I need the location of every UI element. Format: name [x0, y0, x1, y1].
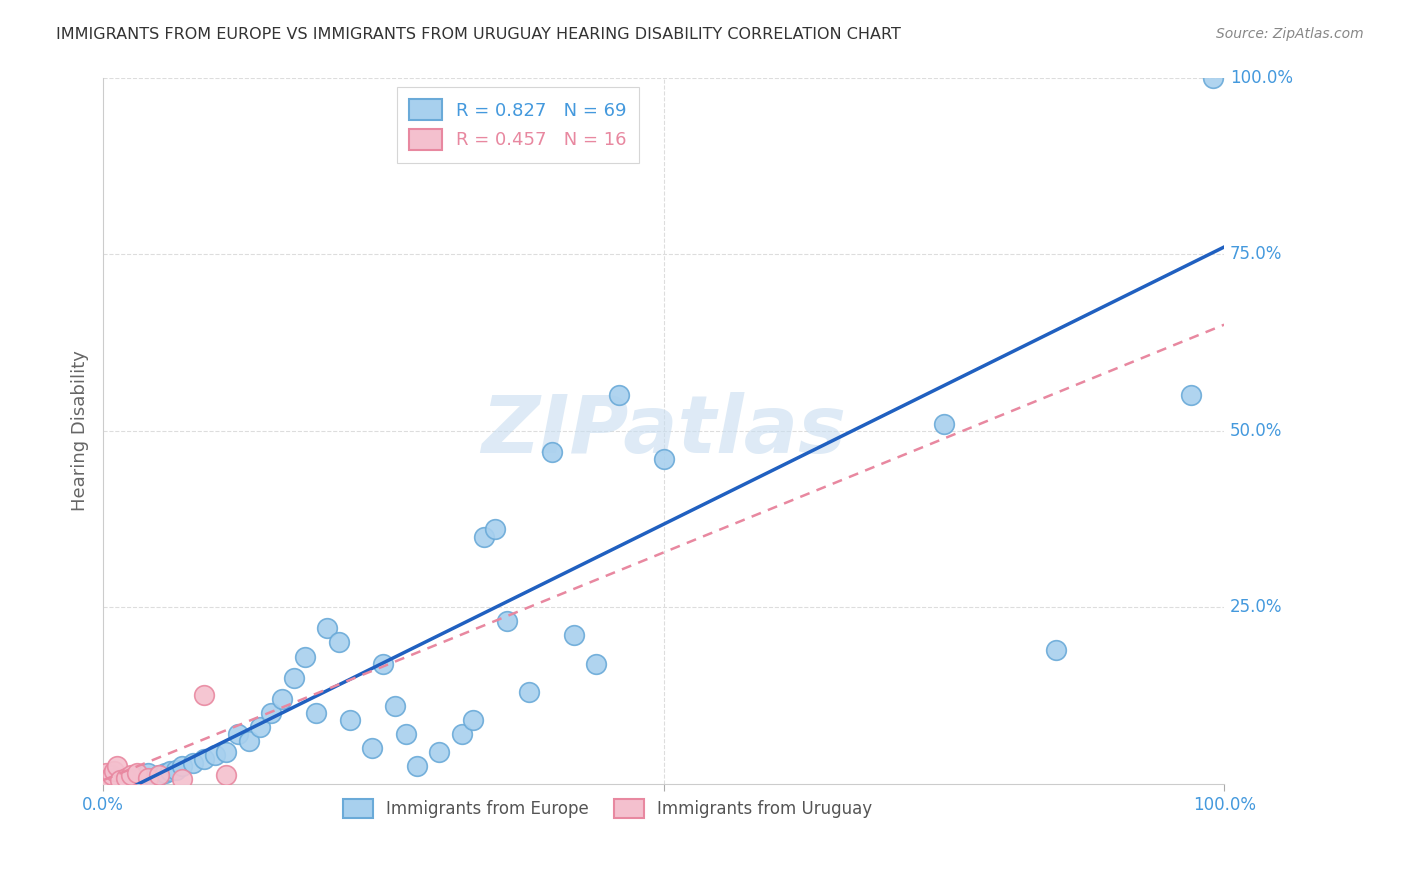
Point: [93, 773, 115, 788]
Point: [94, 774, 117, 789]
Point: [108, 773, 131, 788]
Point: [652, 451, 675, 466]
Point: [120, 768, 142, 782]
Point: [131, 770, 153, 784]
Point: [1045, 642, 1067, 657]
Point: [105, 759, 128, 773]
Point: [108, 772, 131, 787]
Point: [170, 759, 193, 773]
Point: [193, 752, 215, 766]
Text: 50.0%: 50.0%: [1230, 422, 1282, 440]
Point: [361, 741, 384, 756]
Point: [607, 388, 630, 402]
Point: [585, 657, 607, 671]
Text: 25.0%: 25.0%: [1230, 599, 1282, 616]
Point: [148, 768, 170, 782]
Text: ZIPatlas: ZIPatlas: [481, 392, 846, 469]
Y-axis label: Hearing Disability: Hearing Disability: [72, 351, 89, 511]
Point: [103, 774, 125, 789]
Point: [120, 772, 142, 787]
Point: [153, 766, 176, 780]
Point: [125, 766, 148, 780]
Point: [165, 763, 187, 777]
Text: 100.0%: 100.0%: [1230, 69, 1292, 87]
Point: [1180, 388, 1202, 402]
Point: [142, 771, 165, 785]
Point: [103, 764, 125, 778]
Point: [115, 773, 138, 788]
Point: [148, 768, 170, 782]
Point: [294, 649, 316, 664]
Point: [112, 773, 135, 788]
Point: [384, 699, 406, 714]
Point: [97, 773, 120, 788]
Point: [97, 773, 120, 788]
Point: [96, 773, 118, 788]
Point: [98, 774, 121, 789]
Point: [215, 768, 238, 782]
Point: [101, 773, 124, 788]
Text: IMMIGRANTS FROM EUROPE VS IMMIGRANTS FROM URUGUAY HEARING DISABILITY CORRELATION: IMMIGRANTS FROM EUROPE VS IMMIGRANTS FRO…: [56, 27, 901, 42]
Point: [122, 773, 145, 788]
Point: [461, 713, 484, 727]
Point: [406, 759, 429, 773]
Point: [395, 727, 418, 741]
Text: Source: ZipAtlas.com: Source: ZipAtlas.com: [1216, 27, 1364, 41]
Point: [517, 685, 540, 699]
Point: [226, 727, 249, 741]
Point: [540, 445, 562, 459]
Point: [94, 775, 117, 789]
Point: [118, 773, 141, 788]
Point: [204, 748, 226, 763]
Point: [97, 774, 120, 789]
Point: [159, 764, 181, 778]
Point: [136, 766, 159, 780]
Point: [238, 734, 260, 748]
Point: [373, 657, 395, 671]
Point: [96, 766, 118, 780]
Point: [283, 671, 305, 685]
Point: [136, 771, 159, 785]
Point: [112, 773, 135, 788]
Point: [305, 706, 328, 720]
Point: [1202, 70, 1225, 85]
Point: [562, 628, 585, 642]
Point: [215, 745, 238, 759]
Point: [260, 706, 283, 720]
Point: [104, 773, 127, 788]
Point: [101, 768, 124, 782]
Point: [170, 772, 193, 787]
Point: [107, 774, 129, 789]
Legend: Immigrants from Europe, Immigrants from Uruguay: Immigrants from Europe, Immigrants from …: [336, 792, 879, 825]
Point: [193, 689, 215, 703]
Point: [105, 773, 128, 788]
Point: [429, 745, 451, 759]
Point: [103, 771, 125, 785]
Point: [316, 621, 339, 635]
Point: [125, 771, 148, 785]
Point: [472, 530, 495, 544]
Point: [339, 713, 361, 727]
Point: [450, 727, 472, 741]
Point: [181, 756, 204, 770]
Point: [249, 720, 271, 734]
Point: [484, 523, 506, 537]
Point: [110, 773, 132, 788]
Point: [111, 774, 134, 789]
Point: [93, 774, 115, 789]
Text: 75.0%: 75.0%: [1230, 245, 1282, 263]
Point: [108, 773, 131, 788]
Point: [932, 417, 955, 431]
Point: [114, 771, 136, 785]
Point: [100, 773, 122, 788]
Point: [114, 772, 136, 787]
Point: [328, 635, 350, 649]
Point: [495, 615, 517, 629]
Point: [271, 692, 294, 706]
